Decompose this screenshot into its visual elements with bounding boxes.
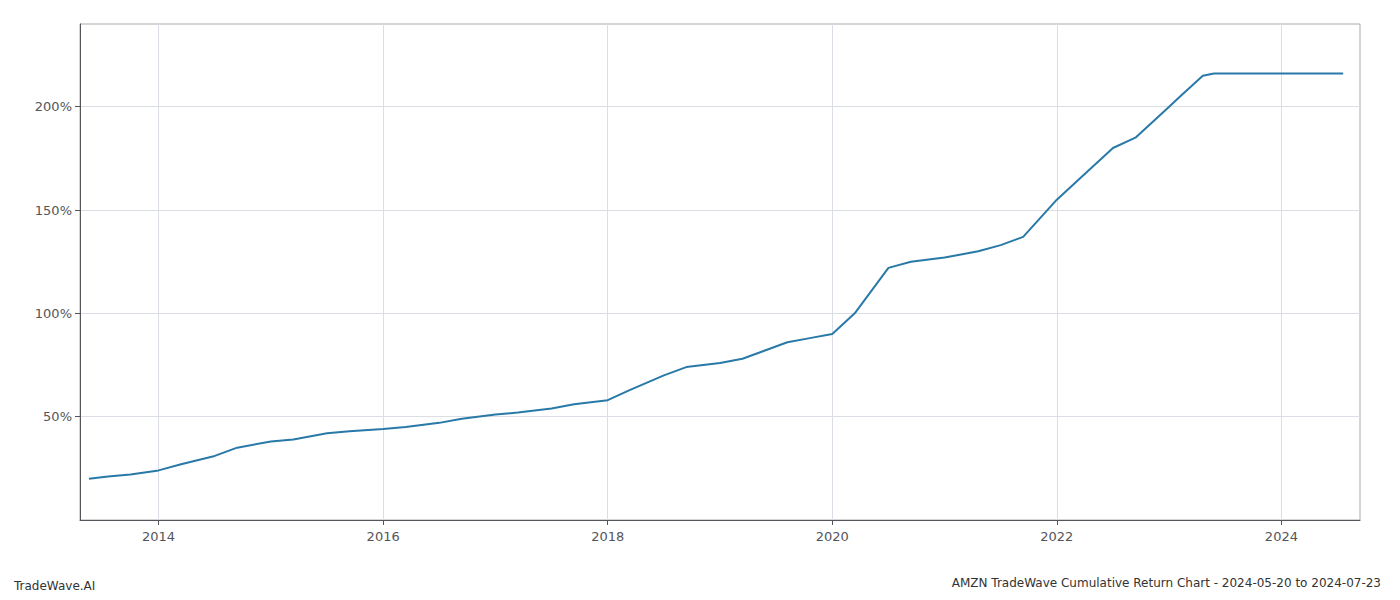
svg-text:200%: 200% [35,99,72,114]
svg-text:2022: 2022 [1040,529,1073,544]
svg-text:150%: 150% [35,203,72,218]
svg-text:2014: 2014 [142,529,175,544]
svg-text:2020: 2020 [816,529,849,544]
svg-text:AMZN TradeWave Cumulative Retu: AMZN TradeWave Cumulative Return Chart -… [952,576,1381,590]
svg-text:2024: 2024 [1265,529,1298,544]
svg-text:2016: 2016 [367,529,400,544]
svg-text:100%: 100% [35,306,72,321]
svg-text:TradeWave.AI: TradeWave.AI [13,579,95,593]
svg-text:50%: 50% [43,409,72,424]
svg-text:2018: 2018 [591,529,624,544]
